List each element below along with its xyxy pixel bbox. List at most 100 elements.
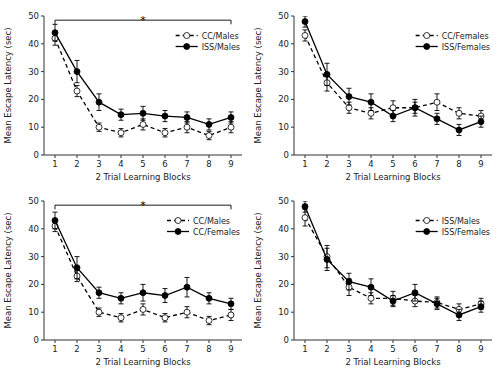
point <box>96 309 102 315</box>
point <box>368 284 374 290</box>
y-tick <box>291 127 294 128</box>
x-tick <box>187 340 188 343</box>
point <box>162 293 168 299</box>
point <box>228 312 234 318</box>
y-tick <box>291 16 294 17</box>
x-tick <box>459 155 460 158</box>
y-tick <box>291 71 294 72</box>
error-bar <box>303 201 308 212</box>
point <box>228 301 234 307</box>
x-tick-label: 7 <box>434 344 439 354</box>
x-tick-label: 2 <box>74 344 79 354</box>
error-cap <box>369 303 374 304</box>
x-tick-label: 3 <box>346 159 351 169</box>
y-tick-label: 0 <box>284 335 289 345</box>
x-tick <box>121 340 122 343</box>
legend-marker <box>424 229 430 235</box>
x-tick-label: 1 <box>302 344 307 354</box>
error-cap <box>97 316 102 317</box>
point <box>346 279 352 285</box>
error-cap <box>391 121 396 122</box>
error-bar <box>207 119 212 130</box>
x-tick-label: 9 <box>228 159 233 169</box>
point <box>324 256 330 262</box>
point <box>184 124 190 130</box>
x-tick-label: 2 <box>324 159 329 169</box>
error-cap <box>413 284 418 285</box>
x-tick-label: 5 <box>390 344 395 354</box>
point <box>118 112 124 118</box>
error-bar <box>325 248 330 270</box>
x-tick-label: 1 <box>302 159 307 169</box>
y-tick <box>291 201 294 202</box>
error-cap <box>229 309 234 310</box>
y-axis-line <box>44 16 45 155</box>
error-cap <box>413 306 418 307</box>
error-bar <box>391 291 396 305</box>
error-bar <box>141 106 146 120</box>
error-bar <box>347 273 352 290</box>
error-cap <box>457 118 462 119</box>
y-tick-label: 50 <box>278 11 289 21</box>
error-bar <box>97 94 102 111</box>
point <box>118 130 124 136</box>
y-tick-label: 0 <box>34 335 39 345</box>
error-cap <box>303 16 308 17</box>
error-cap <box>303 201 308 202</box>
y-tick-label: 30 <box>278 252 289 262</box>
error-cap <box>141 120 146 121</box>
error-cap <box>163 121 168 122</box>
legend-label: CC/Females <box>442 32 489 41</box>
error-cap <box>75 278 80 279</box>
error-cap <box>119 128 124 129</box>
panel: 010203040501234567892 Trial Learning Blo… <box>3 11 242 182</box>
error-cap <box>119 303 124 304</box>
legend-label: CC/Males <box>193 217 230 226</box>
error-cap <box>229 132 234 133</box>
point <box>368 99 374 105</box>
error-bar <box>163 314 168 322</box>
x-tick <box>371 340 372 343</box>
error-bar <box>97 287 102 298</box>
x-tick <box>231 155 232 158</box>
error-bar <box>207 131 212 139</box>
x-tick <box>187 155 188 158</box>
y-tick-label: 0 <box>34 150 39 160</box>
error-cap <box>185 317 190 318</box>
y-tick-label: 40 <box>28 224 39 234</box>
error-bar <box>303 209 308 226</box>
error-cap <box>163 288 168 289</box>
error-cap <box>141 129 146 130</box>
error-cap <box>207 316 212 317</box>
y-tick-label: 30 <box>278 67 289 77</box>
y-tick-label: 50 <box>278 196 289 206</box>
error-bar <box>97 123 102 131</box>
error-cap <box>479 312 484 313</box>
error-bar <box>163 289 168 303</box>
error-cap <box>479 301 484 302</box>
y-axis-line <box>294 201 295 340</box>
x-tick-label: 2 <box>74 159 79 169</box>
legend-label: CC/Females <box>193 228 240 237</box>
error-cap <box>435 93 440 94</box>
x-tick-label: 6 <box>412 344 417 354</box>
error-cap <box>457 135 462 136</box>
error-bar <box>163 129 168 137</box>
error-cap <box>207 131 212 132</box>
point <box>52 217 58 223</box>
point <box>206 133 212 139</box>
error-bar <box>75 257 80 279</box>
y-tick <box>41 256 44 257</box>
error-cap <box>75 85 80 86</box>
error-cap <box>325 63 330 64</box>
point <box>302 204 308 210</box>
error-cap <box>435 113 440 114</box>
error-cap <box>479 298 484 299</box>
x-tick-label: 1 <box>52 159 57 169</box>
point <box>434 301 440 307</box>
point <box>434 99 440 105</box>
legend-marker <box>424 33 430 39</box>
x-tick <box>165 340 166 343</box>
x-tick-label: 3 <box>96 159 101 169</box>
y-tick <box>291 228 294 229</box>
